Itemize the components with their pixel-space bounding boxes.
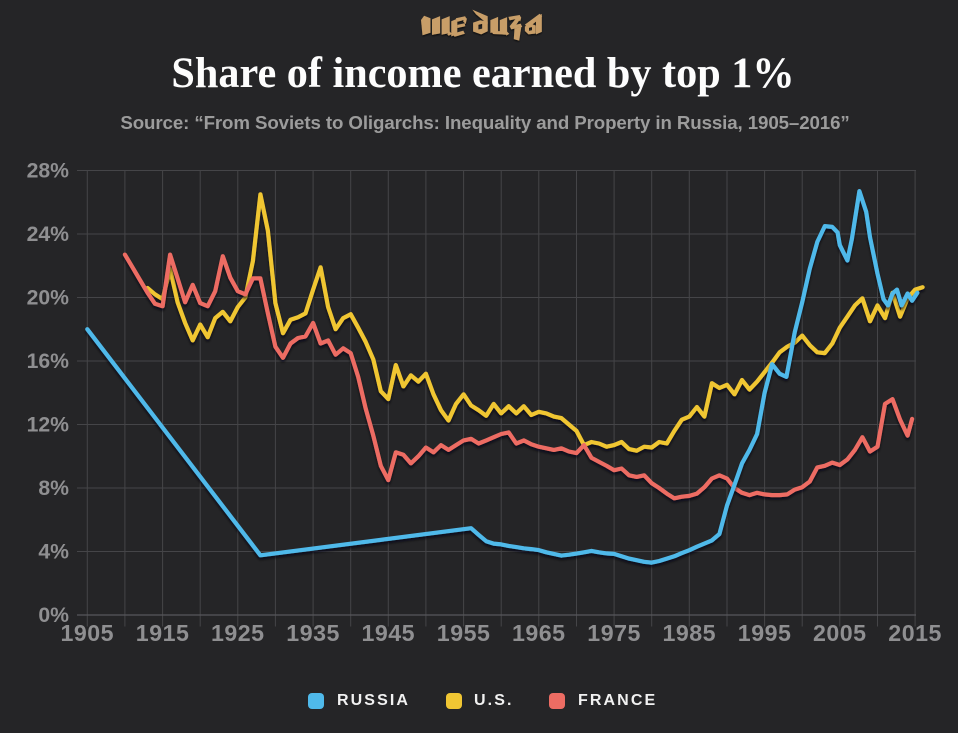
svg-text:1955: 1955 [437, 620, 491, 646]
svg-text:16%: 16% [27, 350, 70, 373]
svg-text:1945: 1945 [362, 620, 416, 646]
svg-text:1935: 1935 [286, 620, 340, 646]
svg-text:8%: 8% [38, 477, 69, 500]
svg-text:2005: 2005 [813, 620, 867, 646]
svg-text:20%: 20% [27, 287, 70, 310]
svg-text:1995: 1995 [738, 620, 792, 646]
svg-text:1965: 1965 [512, 620, 566, 646]
svg-text:1975: 1975 [587, 620, 641, 646]
svg-text:1915: 1915 [136, 620, 190, 646]
svg-text:1925: 1925 [211, 620, 265, 646]
svg-text:1905: 1905 [61, 620, 115, 646]
svg-text:1985: 1985 [663, 620, 717, 646]
svg-text:0%: 0% [38, 604, 69, 627]
svg-text:24%: 24% [27, 223, 70, 246]
svg-text:4%: 4% [38, 541, 69, 564]
svg-text:2015: 2015 [888, 620, 942, 646]
svg-text:12%: 12% [27, 414, 70, 437]
svg-text:28%: 28% [27, 160, 70, 183]
